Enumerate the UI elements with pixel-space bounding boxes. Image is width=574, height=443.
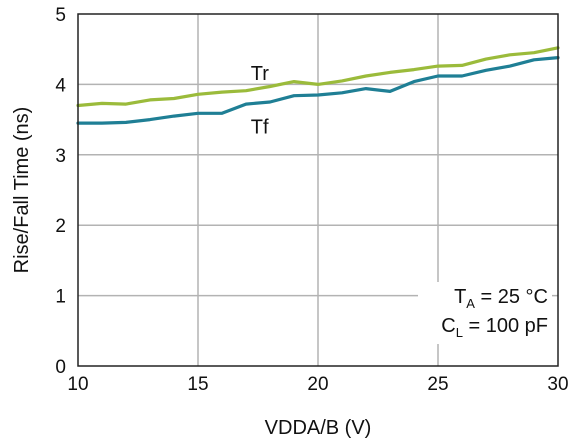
annotation-load-capacitance: CL = 100 pF (441, 315, 548, 340)
annotation-ta-value: = 25 °C (475, 286, 548, 308)
x-tick-label: 25 (427, 374, 448, 395)
series-label-tr: Tr (251, 63, 269, 85)
y-tick-label: 2 (55, 216, 66, 237)
y-tick-label: 0 (55, 357, 66, 378)
series-line-tf (76, 55, 560, 125)
y-axis-label: Rise/Fall Time (ns) (11, 107, 33, 274)
series-line-tr (76, 46, 560, 108)
annotation-background (418, 282, 552, 344)
tick-labels: 10 15 20 25 30 0 1 2 3 4 5 (55, 5, 568, 395)
y-tick-label: 1 (55, 287, 66, 308)
series-layer (76, 46, 560, 125)
annotation-cl-value: = 100 pF (463, 315, 548, 337)
y-tick-label: 4 (55, 75, 66, 96)
plot-frame (77, 13, 559, 367)
x-tick-label: 15 (187, 374, 208, 395)
y-tick-label: 5 (55, 5, 66, 26)
x-axis-label: VDDA/B (V) (265, 417, 372, 439)
annotation-ta-symbol: T (454, 286, 466, 308)
y-tick-label: 3 (55, 146, 66, 167)
x-tick-label: 10 (67, 374, 88, 395)
annotation-cl-symbol: C (441, 315, 455, 337)
x-tick-label: 30 (547, 374, 568, 395)
annotation-cl-subscript: L (456, 325, 463, 340)
series-label-tf: Tf (251, 117, 269, 139)
annotation-ta-subscript: A (466, 296, 475, 311)
x-tick-label: 20 (307, 374, 328, 395)
annotation-ambient-temperature: TA = 25 °C (454, 286, 548, 311)
